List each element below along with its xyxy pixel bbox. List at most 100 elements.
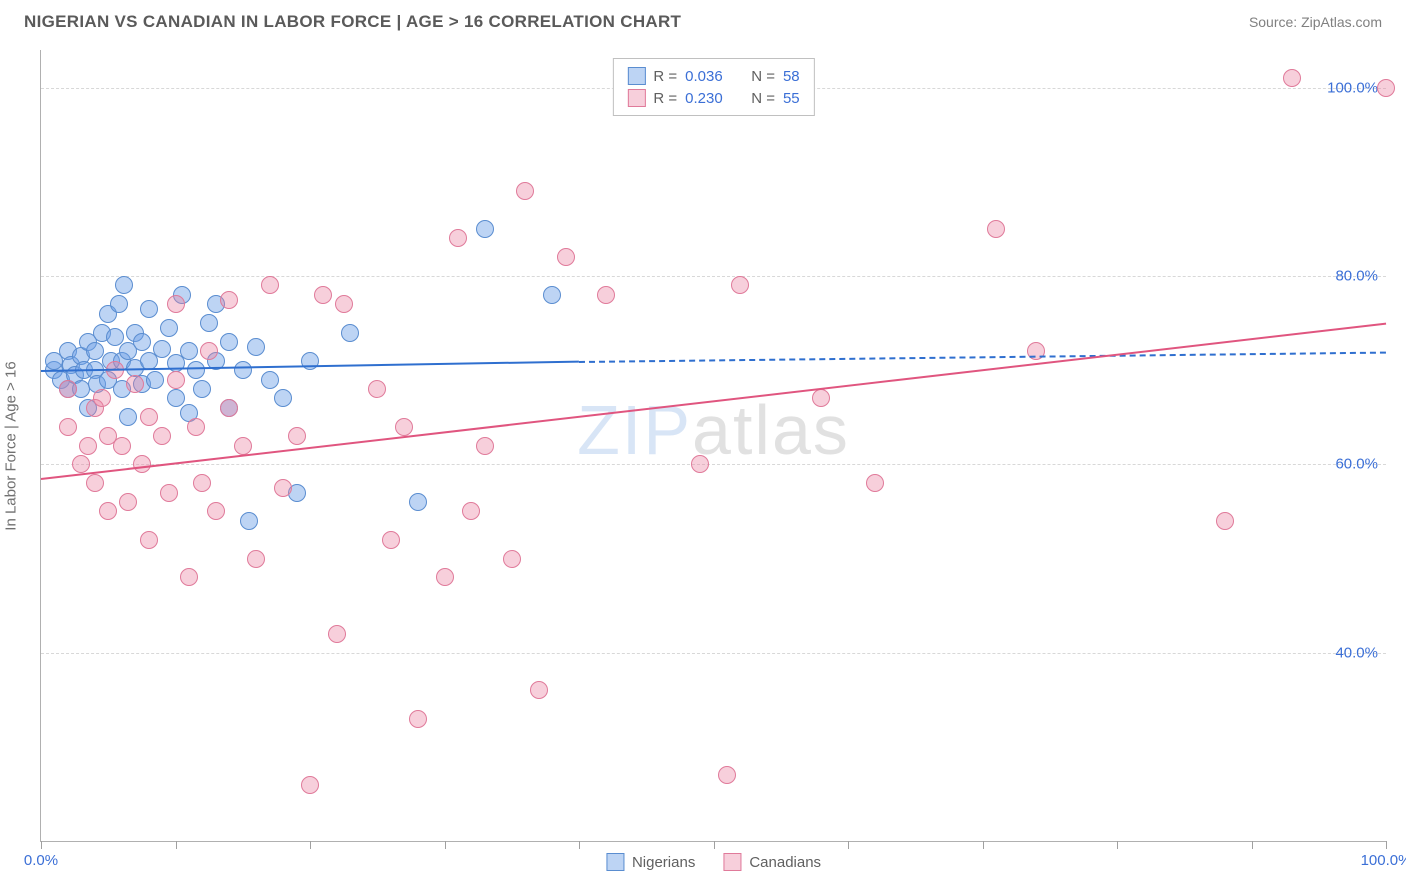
data-point	[220, 399, 238, 417]
data-point	[180, 568, 198, 586]
data-point	[140, 408, 158, 426]
data-point	[160, 319, 178, 337]
data-point	[99, 502, 117, 520]
data-point	[126, 375, 144, 393]
data-point	[314, 286, 332, 304]
data-point	[516, 182, 534, 200]
data-point	[409, 710, 427, 728]
data-point	[106, 328, 124, 346]
y-axis-label: In Labor Force | Age > 16	[3, 361, 20, 530]
legend-swatch	[627, 67, 645, 85]
legend-n-label: N =	[751, 90, 775, 107]
data-point	[220, 291, 238, 309]
legend-n-value: 55	[783, 90, 800, 107]
x-tick	[1252, 841, 1253, 849]
data-point	[160, 484, 178, 502]
legend-label: Canadians	[749, 854, 821, 871]
data-point	[288, 427, 306, 445]
data-point	[1377, 79, 1395, 97]
data-point	[557, 248, 575, 266]
chart-header: NIGERIAN VS CANADIAN IN LABOR FORCE | AG…	[0, 0, 1406, 40]
data-point	[167, 371, 185, 389]
data-point	[167, 295, 185, 313]
data-point	[368, 380, 386, 398]
data-point	[115, 276, 133, 294]
data-point	[261, 276, 279, 294]
legend-n-value: 58	[783, 68, 800, 85]
data-point	[200, 314, 218, 332]
data-point	[409, 493, 427, 511]
data-point	[220, 333, 238, 351]
data-point	[153, 340, 171, 358]
legend-label: Nigerians	[632, 854, 695, 871]
data-point	[987, 220, 1005, 238]
legend-row: R = 0.036 N = 58	[627, 65, 799, 87]
data-point	[153, 427, 171, 445]
x-tick	[310, 841, 311, 849]
data-point	[119, 493, 137, 511]
data-point	[93, 389, 111, 407]
data-point	[140, 531, 158, 549]
x-tick	[579, 841, 580, 849]
y-tick-label: 80.0%	[1335, 268, 1378, 285]
chart-source: Source: ZipAtlas.com	[1249, 14, 1382, 30]
legend-n-label: N =	[751, 68, 775, 85]
x-tick	[445, 841, 446, 849]
data-point	[731, 276, 749, 294]
data-point	[146, 371, 164, 389]
data-point	[812, 389, 830, 407]
x-tick-label: 0.0%	[24, 852, 58, 869]
data-point	[274, 479, 292, 497]
data-point	[274, 389, 292, 407]
data-point	[597, 286, 615, 304]
data-point	[503, 550, 521, 568]
legend-r-value: 0.036	[685, 68, 723, 85]
data-point	[187, 418, 205, 436]
data-point	[140, 300, 158, 318]
legend-r-label: R =	[653, 68, 677, 85]
y-tick-label: 100.0%	[1327, 79, 1378, 96]
data-point	[180, 342, 198, 360]
chart-title: NIGERIAN VS CANADIAN IN LABOR FORCE | AG…	[24, 12, 681, 32]
data-point	[301, 776, 319, 794]
data-point	[234, 361, 252, 379]
data-point	[1216, 512, 1234, 530]
data-point	[341, 324, 359, 342]
data-point	[119, 408, 137, 426]
grid-line	[41, 464, 1386, 465]
data-point	[240, 512, 258, 530]
data-point	[395, 418, 413, 436]
legend-r-value: 0.230	[685, 90, 723, 107]
data-point	[476, 220, 494, 238]
data-point	[193, 380, 211, 398]
correlation-legend: R = 0.036 N = 58R = 0.230 N = 55	[612, 58, 814, 116]
watermark-part1: ZIP	[577, 391, 692, 469]
data-point	[449, 229, 467, 247]
data-point	[382, 531, 400, 549]
x-tick	[714, 841, 715, 849]
data-point	[718, 766, 736, 784]
x-tick	[1386, 841, 1387, 849]
data-point	[110, 295, 128, 313]
trend-line	[41, 323, 1386, 481]
series-legend: Nigerians Canadians	[606, 853, 821, 871]
grid-line	[41, 653, 1386, 654]
legend-swatch	[627, 89, 645, 107]
data-point	[530, 681, 548, 699]
data-point	[59, 418, 77, 436]
data-point	[261, 371, 279, 389]
data-point	[59, 380, 77, 398]
y-tick-label: 60.0%	[1335, 456, 1378, 473]
x-tick	[848, 841, 849, 849]
legend-item: Nigerians	[606, 853, 695, 871]
data-point	[86, 474, 104, 492]
data-point	[133, 455, 151, 473]
data-point	[187, 361, 205, 379]
data-point	[462, 502, 480, 520]
data-point	[335, 295, 353, 313]
data-point	[866, 474, 884, 492]
data-point	[72, 455, 90, 473]
data-point	[193, 474, 211, 492]
trend-line-extrapolated	[579, 351, 1386, 362]
data-point	[476, 437, 494, 455]
